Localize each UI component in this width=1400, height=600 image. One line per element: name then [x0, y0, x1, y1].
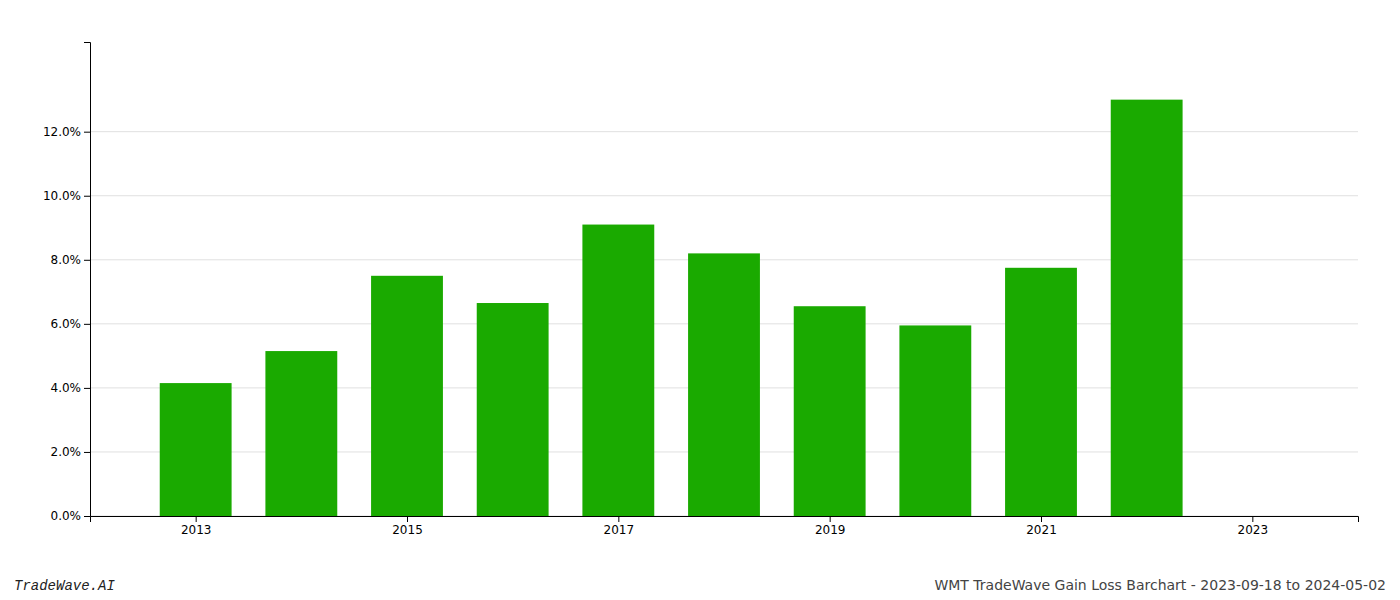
tick-label: 6.0% — [51, 317, 82, 331]
tick: 12.0% — [43, 125, 90, 139]
bar — [582, 225, 654, 516]
tick: 2023 — [1238, 516, 1269, 537]
tick-mark — [84, 452, 90, 453]
y-axis: 0.0% 2.0% 4.0% 6.0% 8.0% 10.0% 12.0% — [43, 43, 91, 524]
tick-mark — [618, 516, 619, 522]
tick: 8.0% — [51, 253, 91, 267]
tick-label: 12.0% — [43, 125, 81, 139]
bar — [899, 325, 971, 516]
tick: 4.0% — [51, 381, 91, 395]
tick-mark — [1252, 516, 1253, 522]
plot-area — [160, 100, 1183, 516]
bar — [265, 351, 337, 516]
tick: 6.0% — [51, 317, 91, 331]
tick-label: 4.0% — [51, 381, 82, 395]
tick-label: 2015 — [392, 523, 423, 537]
bar — [794, 306, 866, 516]
tick-label: 2023 — [1238, 523, 1269, 537]
bar — [477, 303, 549, 516]
bar — [688, 253, 760, 516]
bar — [1111, 100, 1183, 516]
tick-mark — [84, 132, 90, 133]
footer-right: WMT TradeWave Gain Loss Barchart - 2023-… — [934, 577, 1386, 593]
bar — [1005, 268, 1077, 516]
tick-label: 2019 — [815, 523, 846, 537]
y-axis-line — [84, 43, 91, 517]
tick-label: 10.0% — [43, 189, 81, 203]
tick-label: 2013 — [181, 523, 212, 537]
tick: 0.0% — [51, 509, 91, 523]
tick: 2017 — [604, 516, 635, 537]
tick-label: 2017 — [604, 523, 635, 537]
tick-mark — [1041, 516, 1042, 522]
tick-mark — [84, 324, 90, 325]
tick-mark — [84, 388, 90, 389]
tick: 2015 — [392, 516, 423, 537]
tick-label: 0.0% — [51, 509, 82, 523]
tick: 2019 — [815, 516, 846, 537]
tick-label: 2.0% — [51, 445, 82, 459]
x-axis-line — [91, 517, 1359, 523]
tick-mark — [84, 516, 90, 517]
tick: 2.0% — [51, 445, 91, 459]
tick-mark — [84, 260, 90, 261]
bar — [160, 383, 232, 516]
tick-mark — [407, 516, 408, 522]
tick: 10.0% — [43, 189, 90, 203]
tick-mark — [830, 516, 831, 522]
tick-mark — [196, 516, 197, 522]
x-axis: 2013 2015 2017 2019 2021 2023 — [91, 516, 1359, 537]
tick-label: 8.0% — [51, 253, 82, 267]
tick: 2021 — [1026, 516, 1057, 537]
bar — [371, 276, 443, 516]
tick: 2013 — [181, 516, 212, 537]
tick-label: 2021 — [1026, 523, 1057, 537]
chart: 2013 2015 2017 2019 2021 2023 0.0% 2.0% 4.0% 6.0%… — [0, 0, 1400, 600]
footer-left: TradeWave.AI — [14, 578, 115, 594]
tick-mark — [84, 196, 90, 197]
